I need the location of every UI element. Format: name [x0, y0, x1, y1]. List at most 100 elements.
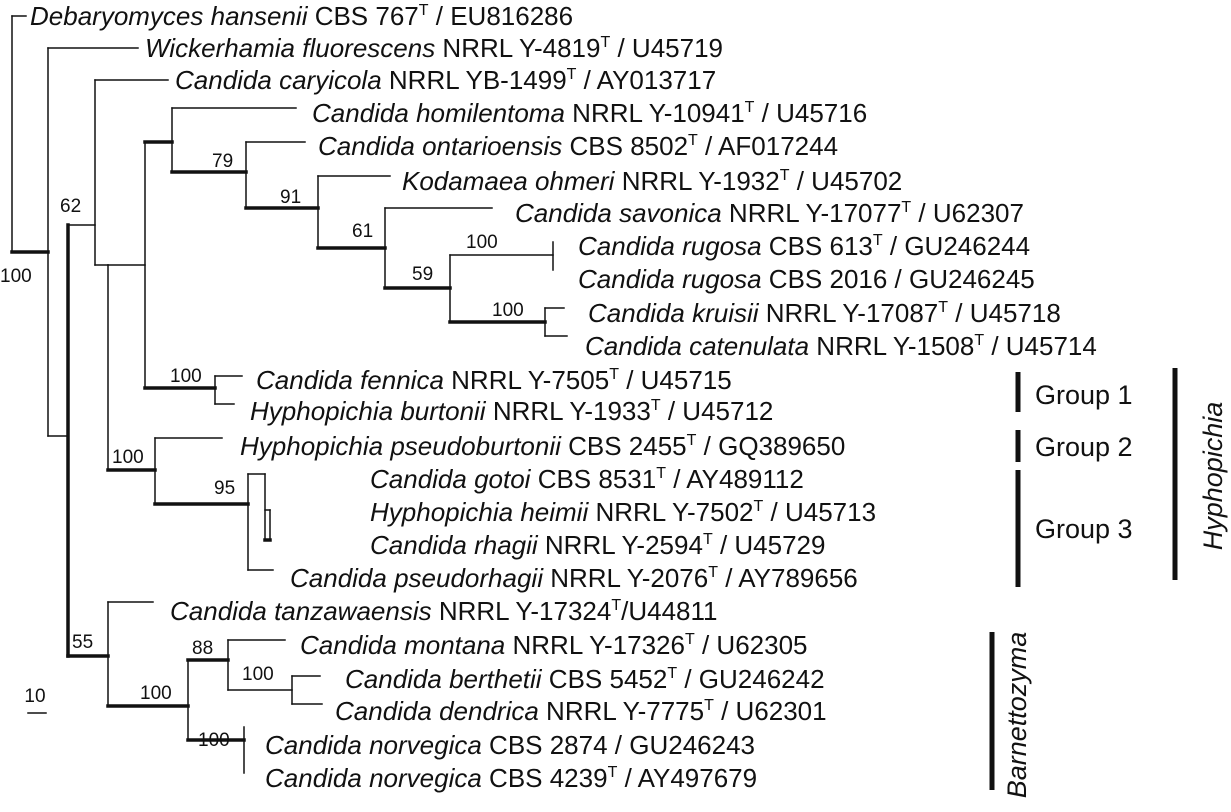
genus-hyphopichia-label: Hyphopichia	[1198, 402, 1228, 551]
taxon-accession: / U45715	[619, 365, 732, 395]
bootstrap-value: 91	[280, 187, 301, 208]
bootstrap-value: 100	[140, 683, 172, 704]
taxon-label: Debaryomyces hansenii CBS 767T / EU81628…	[30, 1, 573, 31]
taxon-label: Candida savonica NRRL Y-17077T / U62307	[515, 198, 1024, 228]
taxon-species-name: Debaryomyces hansenii	[30, 1, 309, 31]
taxon-strain: NRRL Y-4819	[435, 33, 600, 63]
bootstrap-value: 61	[352, 221, 373, 242]
taxon-accession: / AF017244	[698, 131, 838, 161]
bootstrap-value: 95	[214, 478, 235, 499]
taxon-accession: /U44811	[621, 596, 717, 626]
taxon-label: Candida pseudorhagii NRRL Y-2076T / AY78…	[290, 563, 858, 593]
taxon-label: Candida norvegica CBS 4239T / AY497679	[265, 763, 757, 793]
taxon-strain: CBS 767	[307, 1, 418, 31]
taxon-strain: NRRL Y-2076	[543, 563, 708, 593]
type-strain-mark: T	[708, 564, 718, 581]
type-strain-mark: T	[609, 366, 619, 383]
bootstrap-value: 59	[412, 264, 433, 285]
taxon-species-name: Candida catenulata	[585, 331, 809, 361]
taxon-species-name: Candida rugosa	[578, 264, 762, 294]
type-strain-mark: T	[688, 132, 698, 149]
taxon-label: Candida tanzawaensis NRRL Y-17324T/U4481…	[170, 596, 718, 626]
taxon-species-name: Candida rugosa	[578, 231, 762, 261]
taxon-label: Hyphopichia pseudoburtonii CBS 2455T / G…	[240, 431, 845, 461]
taxon-accession: / AY497679	[617, 763, 757, 793]
taxon-label: Candida fennica NRRL Y-7505T / U45715	[256, 365, 732, 395]
taxon-strain: NRRL Y-7505	[444, 365, 609, 395]
taxon-strain: NRRL Y-10941	[565, 98, 745, 128]
taxon-strain: CBS 2016	[762, 264, 888, 294]
taxon-label: Candida dendrica NRRL Y-7775T / U62301	[335, 696, 827, 726]
type-strain-mark: T	[667, 665, 677, 682]
taxon-strain: NRRL Y-7502	[588, 497, 753, 527]
taxon-species-name: Hyphopichia pseudoburtonii	[240, 431, 562, 461]
taxon-label: Candida norvegica CBS 2874 / GU246243	[265, 730, 755, 760]
type-strain-mark: T	[873, 232, 883, 249]
taxon-strain: NRRL Y-17326	[505, 630, 685, 660]
taxon-strain: NRRL Y-17324	[432, 596, 612, 626]
taxon-species-name: Candida tanzawaensis	[170, 596, 432, 626]
type-strain-mark: T	[685, 631, 695, 648]
taxon-species-name: Hyphopichia heimii	[370, 497, 589, 527]
type-strain-mark: T	[600, 34, 610, 51]
type-strain-mark: T	[754, 498, 764, 515]
type-strain-mark: T	[901, 199, 911, 216]
taxon-label: Hyphopichia burtonii NRRL Y-1933T / U457…	[250, 396, 773, 426]
taxon-label: Kodamaea ohmeri NRRL Y-1932T / U45702	[402, 166, 902, 196]
taxon-strain: NRRL Y-17087	[759, 298, 939, 328]
taxon-accession: / U45718	[948, 298, 1061, 328]
taxon-label: Hyphopichia heimii NRRL Y-7502T / U45713	[370, 497, 876, 527]
taxon-accession: / U45719	[610, 33, 723, 63]
taxon-accession: / U62305	[695, 630, 808, 660]
taxon-species-name: Candida montana	[300, 630, 505, 660]
taxon-strain: CBS 8531	[530, 464, 656, 494]
taxon-species-name: Candida gotoi	[370, 464, 532, 494]
group-2-label: Group 2	[1035, 432, 1133, 462]
taxon-strain: CBS 613	[762, 231, 873, 261]
taxon-accession: / AY013717	[576, 65, 716, 95]
scale-bar-label: 10	[24, 686, 45, 707]
type-strain-mark: T	[611, 597, 621, 614]
bootstrap-value: 88	[192, 638, 213, 659]
taxon-species-name: Candida savonica	[515, 198, 722, 228]
taxon-label: Candida rhagii NRRL Y-2594T / U45729	[370, 530, 825, 560]
taxon-accession: / U45713	[763, 497, 876, 527]
taxon-strain: CBS 2455	[561, 431, 687, 461]
taxon-label: Wickerhamia fluorescens NRRL Y-4819T / U…	[145, 33, 723, 63]
taxon-strain: CBS 5452	[542, 664, 668, 694]
taxon-species-name: Candida berthetii	[345, 664, 543, 694]
taxon-species-name: Candida fennica	[256, 365, 444, 395]
bootstrap-labels: 100 62 79 91 61 100 59 100 100 100 95 55 88 100 100 100	[0, 151, 524, 751]
bootstrap-value: 100	[492, 300, 524, 321]
taxon-strain: NRRL YB-1499	[382, 65, 567, 95]
taxon-species-name: Candida norvegica	[265, 763, 482, 793]
taxon-label: Candida kruisii NRRL Y-17087T / U45718	[588, 298, 1061, 328]
taxon-accession: / U45702	[790, 166, 903, 196]
bootstrap-value: 100	[0, 266, 32, 287]
taxon-strain: NRRL Y-1508	[809, 331, 974, 361]
bootstrap-value: 100	[170, 366, 202, 387]
taxon-strain: NRRL Y-1932	[614, 166, 779, 196]
taxon-strain: NRRL Y-1933	[486, 396, 651, 426]
group-bars	[989, 368, 1178, 790]
taxon-strain: NRRL Y-17077	[722, 198, 902, 228]
taxon-strain: NRRL Y-2594	[538, 530, 703, 560]
taxon-accession: / GU246244	[883, 231, 1030, 261]
taxon-species-name: Candida caryicola	[175, 65, 382, 95]
taxon-species-name: Candida pseudorhagii	[290, 563, 544, 593]
taxon-accession: / U62307	[911, 198, 1024, 228]
taxon-accession: / GU246242	[677, 664, 824, 694]
type-strain-mark: T	[745, 99, 755, 116]
taxon-species-name: Kodamaea ohmeri	[402, 166, 616, 196]
taxon-accession: / U45714	[984, 331, 1097, 361]
type-strain-mark: T	[974, 332, 984, 349]
taxon-label: Candida homilentoma NRRL Y-10941T / U457…	[312, 98, 867, 128]
type-strain-mark: T	[687, 432, 697, 449]
taxon-label: Candida caryicola NRRL YB-1499T / AY0137…	[175, 65, 716, 95]
bootstrap-value: 100	[198, 730, 230, 751]
taxon-strain: CBS 2874	[482, 730, 608, 760]
bootstrap-value: 100	[466, 232, 498, 253]
type-strain-mark: T	[419, 2, 429, 19]
taxon-accession: / U45729	[713, 530, 826, 560]
type-strain-mark: T	[608, 764, 618, 781]
